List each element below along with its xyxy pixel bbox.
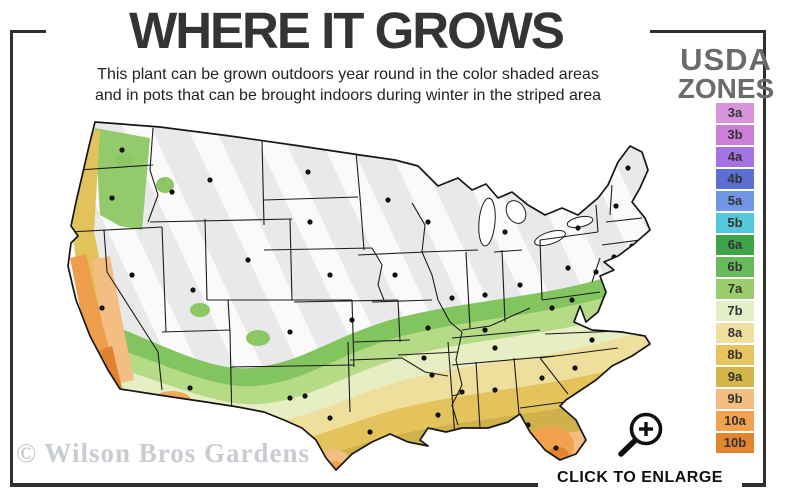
subtitle: This plant can be grown outdoors year ro… — [40, 64, 656, 106]
zone-legend-list: 3a 3b 4a 4b 5a 5b 6a 6b 7a 7b 8a 8b 9a 9b 10a 10b — [716, 103, 754, 455]
frame-bottom-left-segment — [10, 483, 538, 487]
magnifier-plus-icon[interactable] — [610, 408, 670, 462]
zone-chip-8a: 8a — [716, 323, 754, 343]
click-to-enlarge-label[interactable]: CLICK TO ENLARGE — [557, 469, 723, 486]
zone-chip-5a: 5a — [716, 191, 754, 211]
legend-title-line-2: ZONES — [677, 73, 775, 104]
page-title: WHERE IT GROWS — [129, 2, 565, 59]
frame-left-border — [10, 30, 13, 487]
subtitle-line-1: This plant can be grown outdoors year ro… — [97, 66, 599, 83]
zone-chip-10b: 10b — [716, 433, 754, 453]
legend-title-line-1: USDA — [680, 42, 772, 77]
click-to-enlarge-control[interactable]: CLICK TO ENLARGE — [545, 408, 735, 487]
zone-chip-4b: 4b — [716, 169, 754, 189]
zone-chip-6a: 6a — [716, 235, 754, 255]
zone-chip-9b: 9b — [716, 389, 754, 409]
city-dots — [99, 147, 635, 451]
us-outline — [67, 121, 651, 471]
zone-chip-3a: 3a — [716, 103, 754, 123]
zone-chip-10a: 10a — [716, 411, 754, 431]
zone-chip-6b: 6b — [716, 257, 754, 277]
zone-chip-5b: 5b — [716, 213, 754, 233]
state-borders — [69, 127, 646, 439]
legend-title: USDA ZONES — [668, 44, 784, 103]
zone-chip-9a: 9a — [716, 367, 754, 387]
frame-right-border — [763, 30, 766, 487]
zone-chip-4a: 4a — [716, 147, 754, 167]
watermark: © Wilson Bros Gardens — [16, 438, 310, 468]
zone-chip-7a: 7a — [716, 279, 754, 299]
frame-bottom-right-segment — [742, 483, 766, 487]
zone-chip-7b: 7b — [716, 301, 754, 321]
zone-chip-3b: 3b — [716, 125, 754, 145]
frame-top-left-segment — [10, 30, 46, 33]
subtitle-line-2: and in pots that can be brought indoors … — [94, 87, 602, 104]
zone-chip-8b: 8b — [716, 345, 754, 365]
frame-top-right-segment — [650, 30, 766, 33]
